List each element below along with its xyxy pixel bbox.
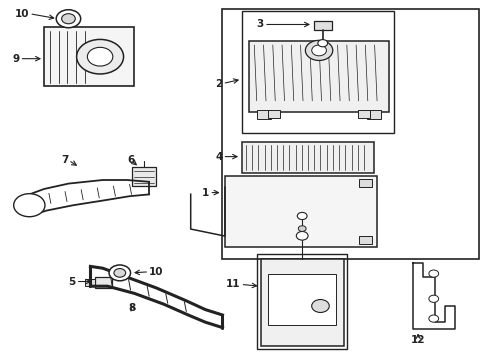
Text: 6: 6 (127, 155, 134, 165)
Text: 8: 8 (128, 303, 135, 313)
Text: 11: 11 (225, 279, 240, 289)
Bar (267, 110, 279, 118)
Circle shape (296, 231, 307, 240)
Text: 1: 1 (202, 188, 209, 198)
Circle shape (77, 39, 123, 74)
Bar (256, 254, 346, 349)
Text: 12: 12 (410, 335, 425, 345)
Bar (132, 167, 155, 186)
Text: 7: 7 (61, 155, 68, 165)
Bar (95, 277, 112, 288)
Circle shape (114, 269, 125, 277)
Bar (313, 21, 331, 30)
Bar (267, 274, 336, 325)
Bar (256, 110, 271, 119)
Circle shape (297, 212, 306, 220)
Bar (224, 176, 376, 247)
Circle shape (14, 194, 45, 217)
Text: 9: 9 (12, 54, 20, 64)
Circle shape (428, 270, 438, 277)
Circle shape (298, 226, 305, 231)
Bar (260, 259, 343, 346)
Bar (242, 11, 393, 133)
Bar (249, 41, 388, 112)
Circle shape (87, 47, 113, 66)
Circle shape (61, 12, 71, 19)
Text: 2: 2 (215, 78, 222, 89)
Text: 4: 4 (215, 152, 222, 162)
Bar (359, 236, 371, 244)
Bar (358, 110, 369, 118)
Circle shape (317, 40, 327, 47)
Text: 10: 10 (15, 9, 29, 19)
Circle shape (428, 295, 438, 302)
Text: 5: 5 (68, 276, 76, 287)
Bar (242, 142, 373, 173)
Bar (222, 9, 478, 259)
Circle shape (311, 45, 325, 56)
Circle shape (109, 265, 130, 281)
Text: 10: 10 (149, 267, 163, 277)
Circle shape (61, 14, 75, 24)
Bar (44, 27, 134, 86)
Bar (366, 110, 381, 119)
Circle shape (56, 10, 81, 28)
Bar (84, 279, 95, 286)
Text: 3: 3 (256, 19, 264, 30)
Bar (359, 179, 371, 187)
Circle shape (305, 40, 332, 60)
Circle shape (311, 300, 328, 312)
Circle shape (428, 315, 438, 322)
